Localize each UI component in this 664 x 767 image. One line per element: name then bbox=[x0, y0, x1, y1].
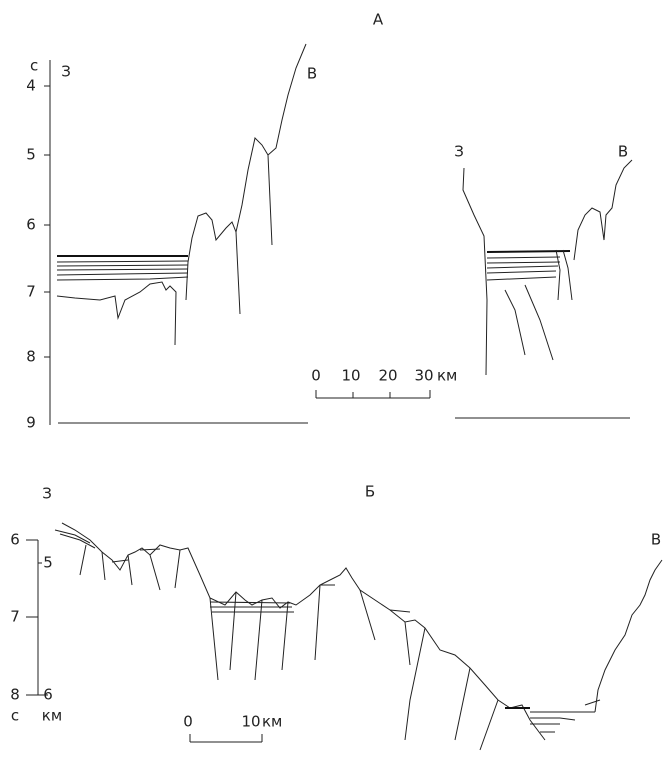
scale-label: 0 bbox=[183, 713, 193, 731]
scale-label: 30 bbox=[414, 367, 433, 385]
direction-label: В bbox=[307, 65, 317, 83]
tick-label: 7 bbox=[26, 283, 36, 301]
figure: А с 4 5 6 7 8 9 З В З В 0 10 20 30 км bbox=[0, 0, 664, 767]
axis-unit: с bbox=[30, 57, 38, 75]
scale-label: 0 bbox=[311, 367, 321, 385]
direction-label: В bbox=[651, 531, 661, 549]
tick-label: 5 bbox=[43, 554, 53, 572]
tick-label: 4 bbox=[26, 77, 36, 95]
tick-label: 6 bbox=[10, 531, 20, 549]
tick-label: 7 bbox=[10, 608, 20, 626]
direction-label: З bbox=[454, 143, 464, 161]
tick-label: 8 bbox=[26, 348, 36, 366]
panel-label: Б bbox=[365, 483, 375, 501]
panel-b-drawing bbox=[26, 523, 662, 750]
tick-label: 5 bbox=[26, 146, 36, 164]
direction-label: З bbox=[42, 485, 52, 503]
direction-label: В bbox=[618, 143, 628, 161]
direction-label: З bbox=[61, 63, 71, 81]
scale-label: 10 bbox=[341, 367, 360, 385]
scale-unit: км bbox=[262, 713, 282, 731]
scale-label: 10 bbox=[241, 713, 260, 731]
tick-label: 8 bbox=[10, 686, 20, 704]
panel-a-drawing bbox=[44, 44, 632, 425]
tick-label: 9 bbox=[26, 414, 36, 432]
scale-label: 20 bbox=[378, 367, 397, 385]
axis-unit: км bbox=[42, 707, 62, 725]
panel-label: А bbox=[373, 11, 384, 29]
axis-unit: с bbox=[11, 707, 19, 725]
tick-label: 6 bbox=[26, 216, 36, 234]
scale-unit: км bbox=[437, 367, 457, 385]
